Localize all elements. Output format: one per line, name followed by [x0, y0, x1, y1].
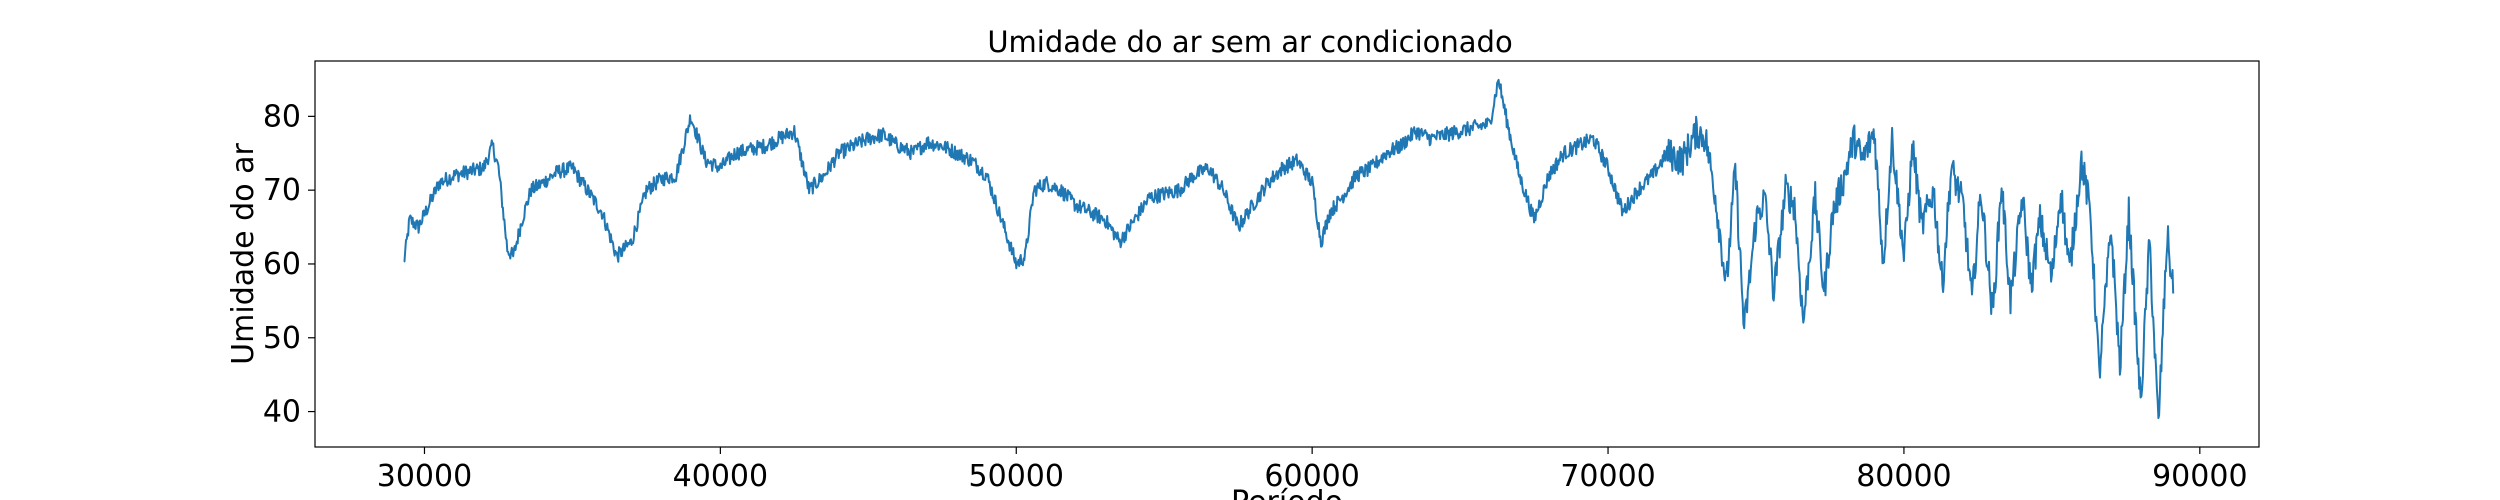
y-tick-label: 80: [263, 99, 301, 134]
x-tick-label: 60000: [1264, 459, 1359, 494]
y-axis-label: Umidade do ar: [226, 143, 261, 365]
chart-title: Umidade do ar sem ar condicionado: [987, 25, 1512, 59]
x-tick-label: 80000: [1856, 459, 1951, 494]
y-tick-label: 50: [263, 321, 301, 356]
series-line-0: [403, 78, 2175, 420]
x-tick-label: 30000: [377, 459, 472, 494]
y-axis: 40 50 60 70 80: [263, 99, 315, 430]
x-axis: 30000 40000 50000 60000 70000 80000 90000: [377, 447, 2248, 494]
y-tick-label: 70: [263, 173, 301, 208]
x-tick-label: 40000: [673, 459, 768, 494]
x-tick-label: 90000: [2152, 459, 2247, 494]
y-tick-label: 60: [263, 247, 301, 282]
plot-frame: [314, 60, 2260, 448]
plot-area: [403, 78, 2175, 420]
y-tick-label: 40: [263, 395, 301, 430]
x-tick-label: 70000: [1560, 459, 1655, 494]
x-tick-label: 50000: [969, 459, 1064, 494]
x-axis-label: Período: [1231, 485, 1343, 500]
